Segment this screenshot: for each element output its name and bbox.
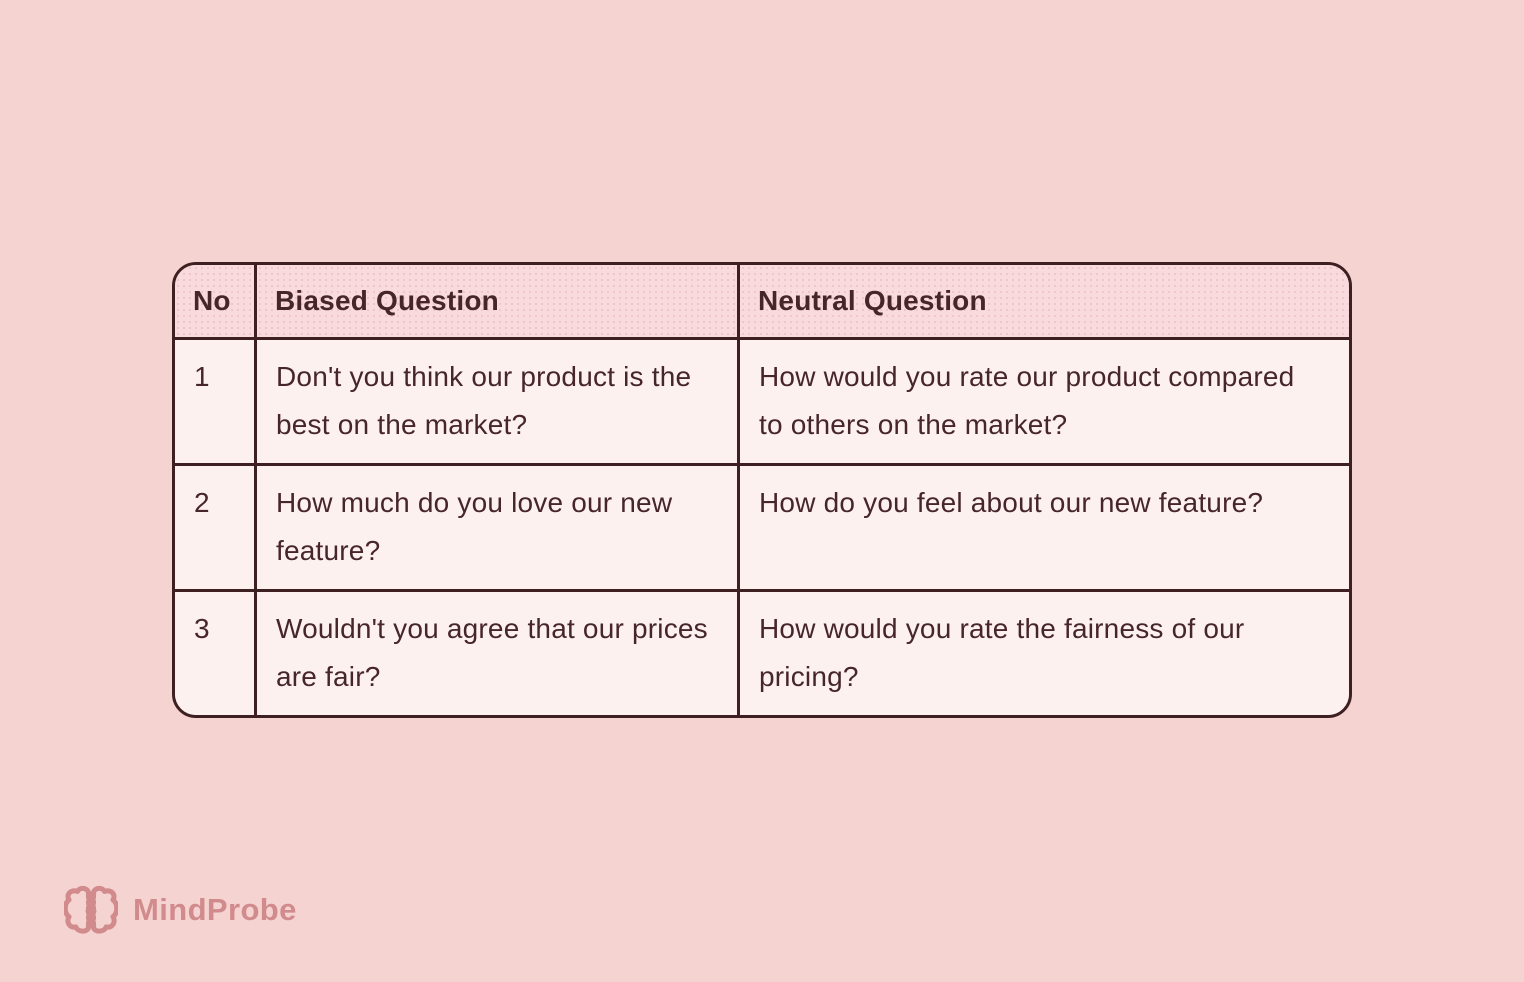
biased-question-cell: How much do you love our new feature? bbox=[257, 465, 740, 592]
row-number: 3 bbox=[175, 591, 257, 715]
neutral-question-cell: How do you feel about our new feature? bbox=[740, 465, 1349, 592]
col-header-neutral: Neutral Question bbox=[740, 265, 1349, 340]
question-table: No Biased Question Neutral Question 1 Do… bbox=[172, 262, 1352, 718]
brain-icon bbox=[64, 885, 118, 934]
biased-question-cell: Wouldn't you agree that our prices are f… bbox=[257, 591, 740, 715]
col-header-biased: Biased Question bbox=[257, 265, 740, 340]
brand-logo: MindProbe bbox=[64, 882, 297, 938]
neutral-question-cell: How would you rate the fairness of our p… bbox=[740, 591, 1349, 715]
row-number: 1 bbox=[175, 339, 257, 466]
neutral-question-cell: How would you rate our product compared … bbox=[740, 339, 1349, 466]
row-number: 2 bbox=[175, 465, 257, 592]
col-header-no: No bbox=[175, 265, 257, 340]
biased-question-cell: Don't you think our product is the best … bbox=[257, 339, 740, 466]
brand-name: MindProbe bbox=[133, 892, 297, 927]
